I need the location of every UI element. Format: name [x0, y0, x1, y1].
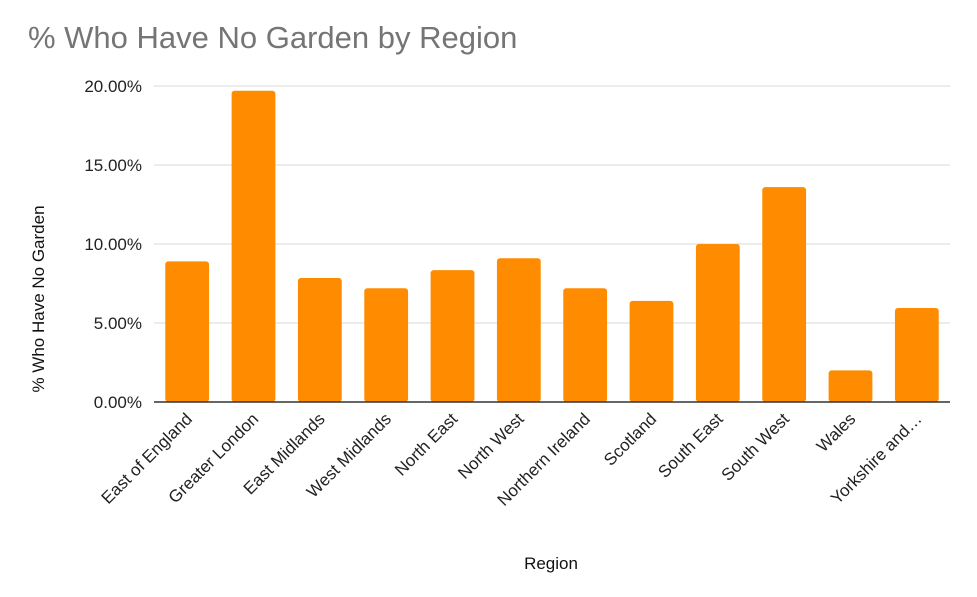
x-category-label: North West — [454, 409, 528, 483]
y-tick-label: 10.00% — [84, 235, 142, 254]
bar — [496, 258, 541, 402]
y-tick-label: 15.00% — [84, 156, 142, 175]
x-category-label: Scotland — [600, 409, 660, 469]
y-tick-label: 0.00% — [94, 393, 142, 412]
bar — [364, 288, 409, 402]
y-tick-label: 5.00% — [94, 314, 142, 333]
y-axis-title: % Who Have No Garden — [29, 205, 48, 392]
bar — [629, 300, 674, 402]
bar — [828, 370, 873, 402]
y-tick-label: 20.00% — [84, 77, 142, 96]
x-category-label: South West — [718, 409, 794, 485]
bar — [762, 187, 807, 402]
bar — [231, 90, 276, 403]
bars — [165, 90, 939, 403]
gridlines — [154, 85, 950, 324]
y-tick-labels: 0.00% 5.00% 10.00% 15.00% 20.00% — [84, 77, 142, 412]
bar — [297, 277, 342, 402]
x-axis-title: Region — [524, 554, 578, 573]
x-category-label: South East — [654, 409, 726, 481]
chart-title: % Who Have No Garden by Region — [28, 20, 518, 55]
x-category-label: Wales — [813, 409, 859, 455]
bar — [695, 244, 740, 402]
bar — [563, 288, 608, 402]
x-category-label: North East — [391, 409, 461, 479]
bar — [165, 261, 210, 402]
bar — [430, 270, 475, 402]
bar — [894, 307, 939, 402]
